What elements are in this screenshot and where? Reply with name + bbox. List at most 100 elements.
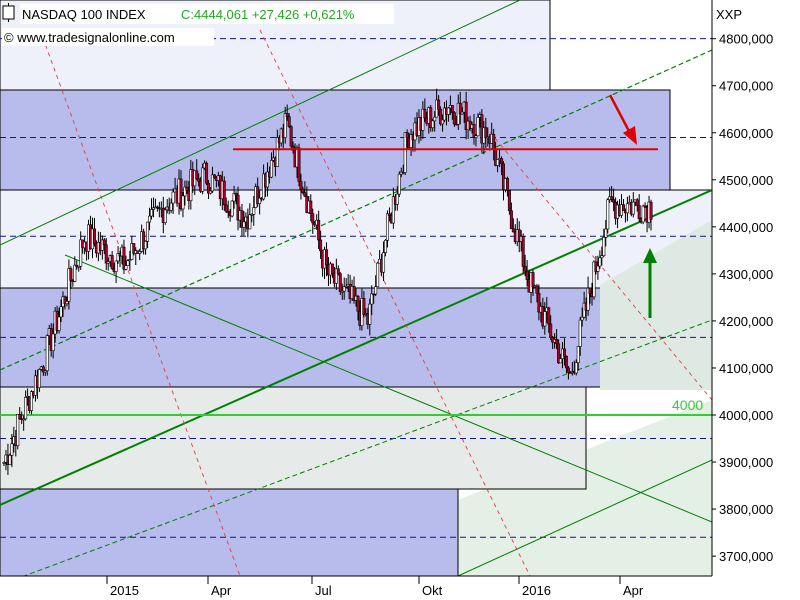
candle-up — [100, 239, 104, 251]
candle-down — [317, 219, 321, 241]
candle-up — [376, 262, 380, 288]
candle-down — [338, 273, 342, 292]
candle-down — [236, 194, 240, 221]
candle-up — [446, 107, 450, 115]
candle-up — [578, 319, 582, 347]
candle-down — [429, 107, 433, 129]
candle-down — [484, 127, 488, 138]
candle-up — [45, 335, 49, 372]
candle-down — [69, 268, 73, 281]
candle-down — [299, 181, 303, 190]
candle-up — [10, 443, 14, 456]
candle-down — [195, 170, 199, 180]
candle-up — [334, 268, 338, 284]
candle-up — [57, 316, 61, 331]
candle-down — [566, 367, 570, 373]
candle-down — [92, 228, 96, 245]
candle-up — [250, 214, 254, 216]
candle-down — [537, 293, 541, 313]
y-tick-label: 4100,000 — [719, 361, 773, 376]
candle-down — [535, 285, 539, 294]
symbol-label: XXP — [716, 7, 742, 22]
candle-up — [384, 239, 388, 253]
copyright-background — [2, 28, 214, 46]
candle-down — [517, 229, 521, 242]
header-background — [20, 4, 394, 24]
candle-down — [405, 132, 409, 139]
candle-up — [51, 333, 55, 351]
chart-header: NASDAQ 100 INDEX C:4444,061 +27,426 +0,6… — [2, 3, 742, 46]
candle-down — [505, 178, 509, 191]
candle-up — [596, 265, 600, 272]
candle-down — [547, 307, 551, 325]
candle-down — [234, 193, 238, 196]
candle-down — [142, 231, 146, 250]
candle-up — [73, 264, 77, 282]
candle-down — [555, 339, 559, 345]
down-arrow — [608, 94, 637, 145]
x-tick-label: Apr — [211, 583, 232, 598]
candle-up — [496, 159, 500, 166]
candle-up — [114, 260, 118, 272]
candle-down — [205, 162, 209, 184]
candle-up — [65, 301, 69, 304]
candle-up — [169, 202, 173, 211]
candle-down — [297, 147, 301, 182]
candle-up — [604, 228, 608, 238]
candle-up — [606, 199, 610, 230]
candle-down — [352, 286, 356, 301]
candle-up — [370, 293, 374, 305]
candle-down — [643, 205, 647, 208]
candle-up — [598, 257, 602, 267]
candle-up — [30, 391, 34, 411]
candle-down — [287, 116, 291, 127]
instrument-title: NASDAQ 100 INDEX — [22, 7, 146, 22]
candle-up — [77, 265, 81, 268]
y-tick-label: 4800,000 — [719, 32, 773, 47]
candle-down — [635, 199, 639, 206]
candle-up — [128, 259, 132, 262]
candle-up — [116, 253, 120, 262]
candle-down — [500, 158, 504, 165]
candle-up — [409, 134, 413, 148]
range-box-bottom — [0, 488, 459, 576]
x-tick-label: 2015 — [110, 583, 139, 598]
candle-down — [309, 200, 313, 214]
candle-up — [559, 358, 563, 364]
candle-down — [122, 246, 126, 270]
candle-down — [185, 186, 189, 191]
candle-down — [525, 270, 529, 280]
candle-down — [362, 298, 366, 315]
candle-down — [207, 182, 211, 194]
candle-down — [549, 323, 553, 338]
quote-text: C:4444,061 +27,426 +0,621% — [181, 7, 355, 22]
candle-up — [421, 108, 425, 131]
candle-up — [8, 455, 12, 465]
candle-down — [387, 213, 391, 216]
red-dashed-line-2 — [259, 29, 531, 576]
candle-down — [423, 108, 427, 119]
candle-up — [641, 205, 645, 223]
candle-up — [403, 132, 407, 173]
candle-up — [126, 260, 130, 266]
candle-up — [43, 370, 47, 373]
candle-up — [631, 201, 635, 215]
candle-down — [41, 366, 45, 373]
descending-trendline — [64, 254, 712, 523]
candle-down — [521, 236, 525, 267]
mid-channel-dashed-line — [0, 49, 712, 371]
candle-down — [610, 196, 614, 200]
candle-up — [163, 209, 167, 224]
candle-up — [59, 306, 63, 318]
x-tick-label: Apr — [623, 583, 644, 598]
candle-up — [79, 239, 83, 267]
candle-up — [395, 193, 399, 205]
candle-up — [600, 255, 604, 259]
red-dashed-line-1 — [39, 29, 241, 576]
candle-up — [602, 236, 606, 256]
candle-down — [612, 199, 616, 203]
candle-up — [283, 113, 287, 138]
candle-up — [342, 286, 346, 292]
range-box-low — [0, 386, 587, 490]
candle-up — [382, 252, 386, 273]
